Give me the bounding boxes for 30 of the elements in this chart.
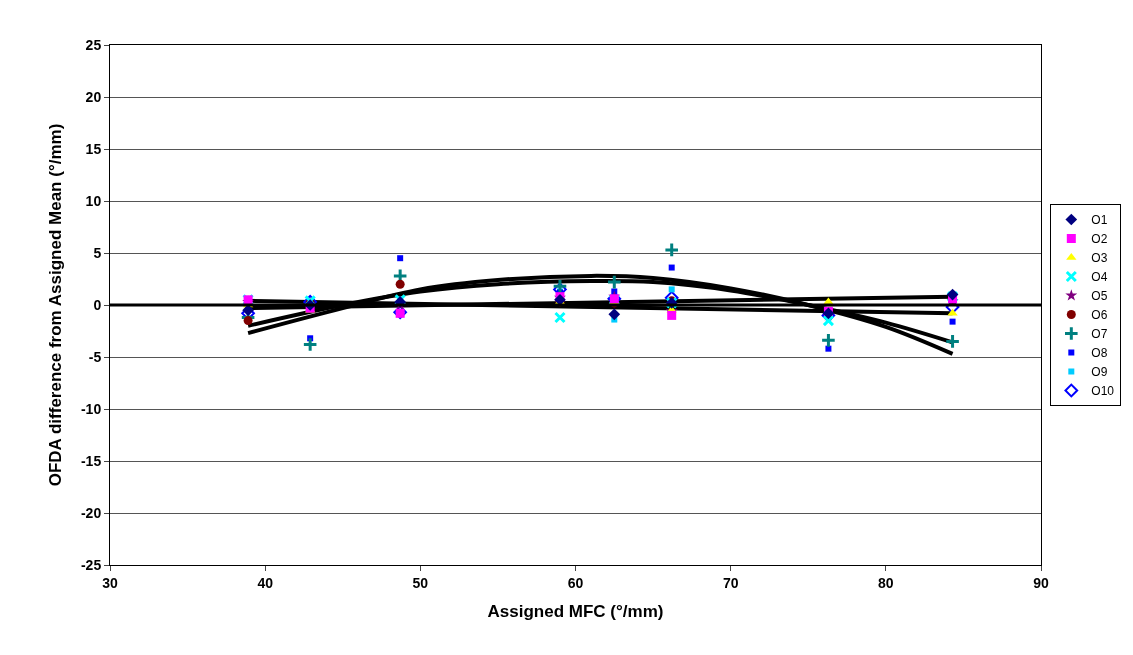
x-tick-label: 60 [567, 574, 584, 591]
y-tick-label: -15 [80, 452, 102, 469]
y-tick-label: 5 [93, 244, 102, 261]
legend-label: O10 [1091, 384, 1115, 399]
x-tick-label: 30 [102, 574, 118, 591]
y-tick-label: 0 [93, 296, 102, 313]
x-tick-label: 40 [257, 574, 274, 591]
x-tick-label: 50 [412, 574, 429, 591]
legend-label: O8 [1091, 346, 1108, 361]
legend-label: O2 [1091, 232, 1108, 247]
x-tick-label: 80 [878, 574, 894, 591]
y-tick-label: -5 [88, 348, 102, 365]
legend-label: O3 [1091, 251, 1108, 266]
y-tick-label: -25 [80, 556, 102, 573]
legend-label: O9 [1091, 365, 1108, 380]
x-tick-label: 70 [722, 574, 739, 591]
legend-label: O4 [1091, 270, 1108, 285]
legend-label: O7 [1091, 327, 1108, 342]
legend-label: O5 [1091, 289, 1108, 304]
x-tick-label: 90 [1033, 574, 1049, 591]
y-tick-label: 25 [85, 36, 102, 53]
legend-label: O6 [1091, 308, 1108, 323]
y-tick-label: -20 [80, 504, 102, 521]
y-tick-label: 20 [85, 88, 102, 105]
y-tick-label: 15 [85, 140, 102, 157]
legend-label: O1 [1091, 213, 1108, 228]
y-tick-label: 10 [85, 192, 102, 209]
y-tick-label: -10 [80, 400, 102, 417]
y-axis-title: OFDA difference from Assigned Mean (°/mm) [45, 123, 65, 487]
x-axis-title: Assigned MFC (°/mm) [487, 602, 664, 622]
